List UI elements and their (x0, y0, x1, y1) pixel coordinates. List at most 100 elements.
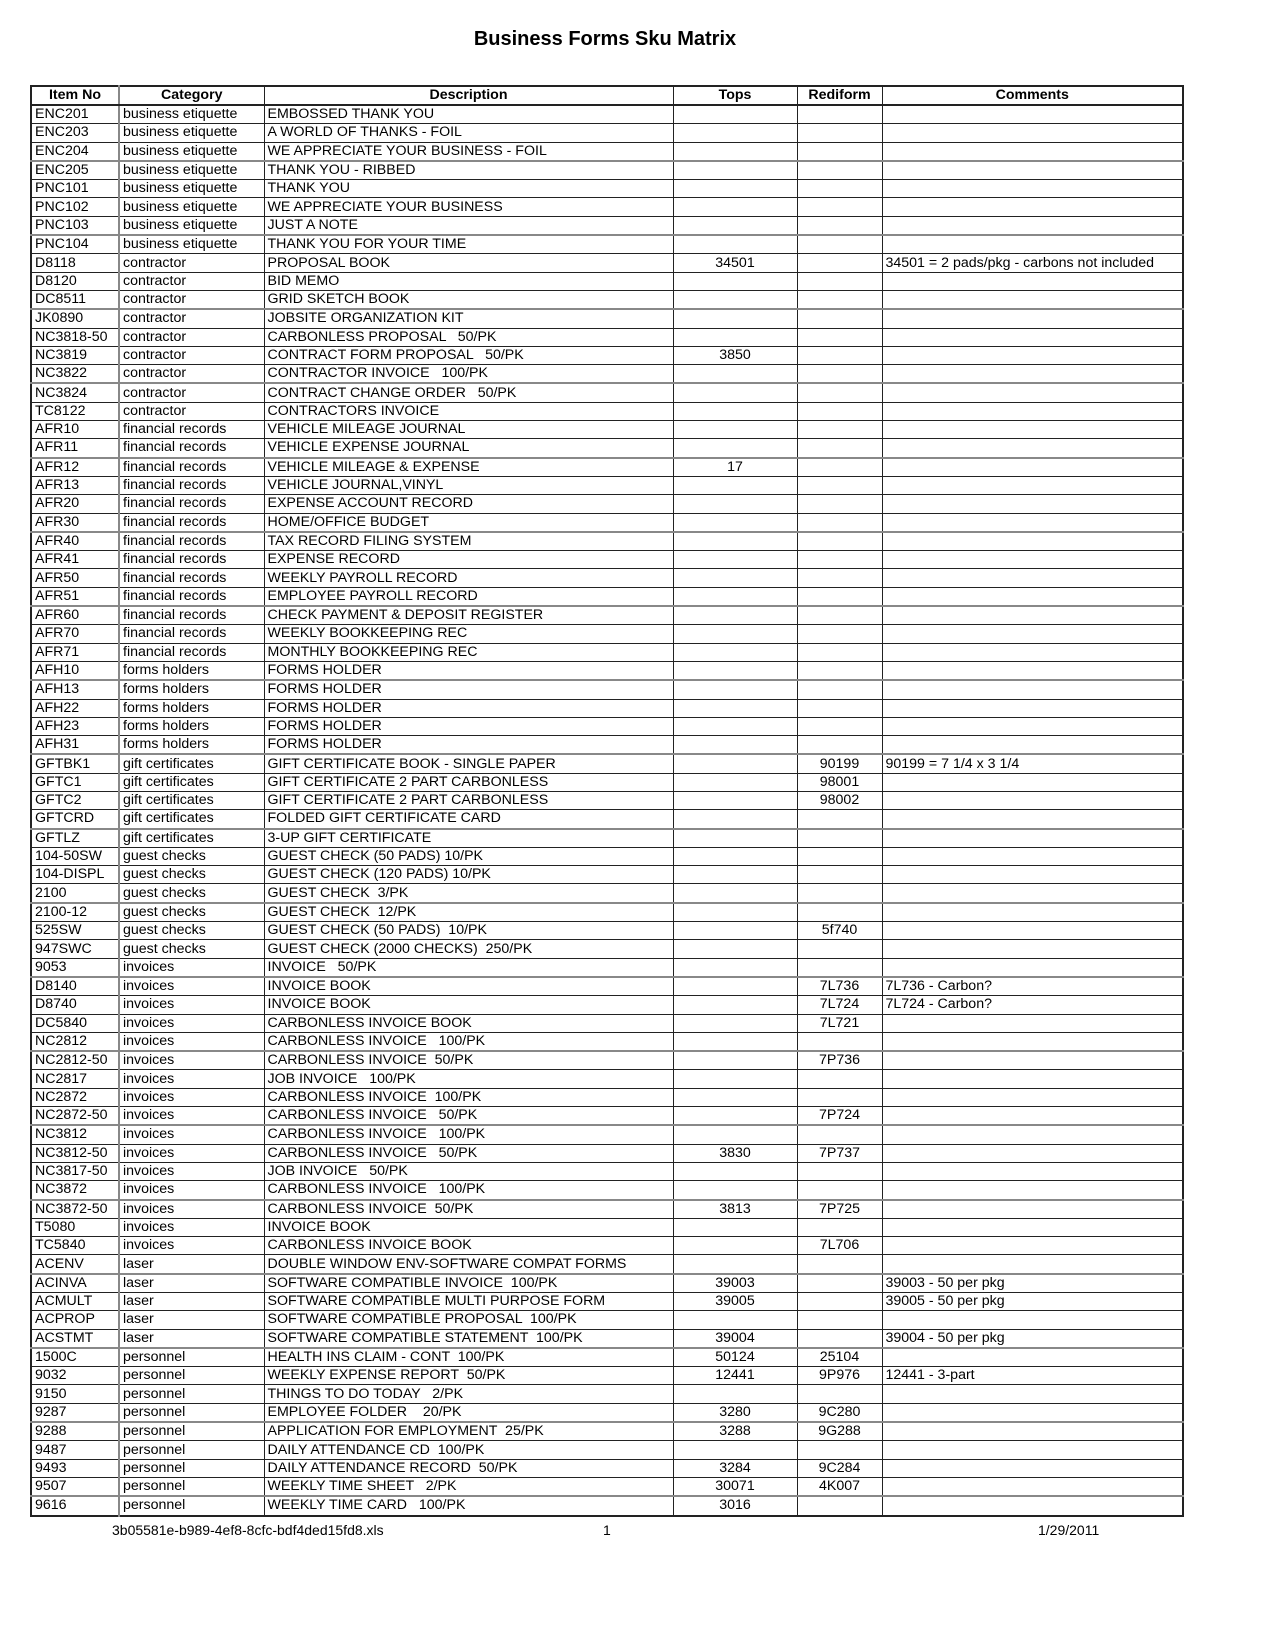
cell-comments: 7L724 - Carbon? (881, 995, 1184, 1015)
table-row: AFH13 forms holders FORMS HOLDER (30, 679, 1184, 700)
cell-description: VEHICLE MILEAGE & EXPENSE (263, 456, 674, 477)
cell-category: invoices (118, 1236, 265, 1256)
table-row: NC3817-50 invoices JOB INVOICE 50/PK (30, 1161, 1184, 1182)
cell-description: VEHICLE JOURNAL,VINYL (263, 475, 674, 496)
cell-rediform (796, 197, 883, 217)
cell-category: contractor (118, 253, 265, 273)
cell-description: GIFT CERTIFICATE BOOK - SINGLE PAPER (263, 753, 674, 774)
cell-category: contractor (118, 271, 265, 291)
cell-comments (881, 1069, 1184, 1089)
cell-rediform: 90199 (796, 753, 883, 774)
table-row: AFR20 financial records EXPENSE ACCOUNT RE… (30, 494, 1184, 514)
cell-item-no: AFR13 (30, 475, 120, 496)
cell-category: forms holders (118, 716, 265, 737)
cell-tops (672, 494, 798, 514)
cell-category: business etiquette (118, 159, 265, 181)
cell-comments (881, 698, 1184, 718)
cell-description: 3-UP GIFT CERTIFICATE (263, 827, 674, 848)
cell-item-no: NC3824 (30, 382, 120, 403)
cell-comments (881, 494, 1184, 514)
cell-category: invoices (118, 1031, 265, 1052)
cell-tops: 3830 (672, 1143, 798, 1163)
cell-rediform (796, 420, 883, 440)
cell-category: laser (118, 1310, 265, 1330)
cell-category: invoices (118, 1180, 265, 1201)
cell-rediform: 98001 (796, 772, 883, 792)
cell-category: business etiquette (118, 123, 265, 143)
cell-description: DAILY ATTENDANCE RECORD 50/PK (263, 1458, 674, 1478)
cell-comments (881, 327, 1184, 347)
cell-tops (672, 883, 798, 904)
cell-comments (881, 660, 1184, 681)
cell-tops (672, 772, 798, 792)
table-row: TC5840 invoices CARBONLESS INVOICE BOOK 7L7… (30, 1236, 1184, 1256)
header-tops: Tops (672, 85, 798, 106)
cell-description: CARBONLESS INVOICE 50/PK (263, 1050, 674, 1071)
table-row: NC3822 contractor CONTRACTOR INVOICE 100/P… (30, 364, 1184, 384)
table-row: DC5840 invoices CARBONLESS INVOICE BOOK 7L7… (30, 1013, 1184, 1033)
cell-rediform (796, 475, 883, 496)
cell-rediform (796, 159, 883, 181)
cell-description: GUEST CHECK (2000 CHECKS) 250/PK (263, 939, 674, 959)
cell-category: financial records (118, 550, 265, 570)
cell-item-no: 9493 (30, 1458, 120, 1478)
cell-item-no: 1500C (30, 1346, 120, 1368)
cell-comments: 39003 - 50 per pkg (881, 1272, 1184, 1293)
cell-tops (672, 401, 798, 422)
cell-description: VEHICLE MILEAGE JOURNAL (263, 420, 674, 440)
cell-item-no: NC3872 (30, 1180, 120, 1201)
cell-item-no: AFR41 (30, 550, 120, 570)
cell-tops (672, 1254, 798, 1275)
cell-rediform (796, 1087, 883, 1108)
table-row: AFH23 forms holders FORMS HOLDER (30, 716, 1184, 737)
cell-tops (672, 698, 798, 718)
cell-category: gift certificates (118, 753, 265, 774)
cell-rediform: 98002 (796, 790, 883, 811)
table-row: PNC103 business etiquette JUST A NOTE (30, 215, 1184, 236)
table-row: D8140 invoices INVOICE BOOK 7L736 7L736 - Ca… (30, 975, 1184, 997)
cell-description: EMBOSSED THANK YOU (263, 104, 674, 125)
cell-category: financial records (118, 475, 265, 496)
cell-description: FORMS HOLDER (263, 698, 674, 718)
cell-tops: 39004 (672, 1328, 798, 1349)
cell-category: personnel (118, 1402, 265, 1423)
cell-tops (672, 308, 798, 329)
cell-category: invoices (118, 957, 265, 978)
cell-item-no: NC2872-50 (30, 1106, 120, 1126)
cell-category: guest checks (118, 901, 265, 923)
cell-tops (672, 1217, 798, 1238)
table-row: NC2817 invoices JOB INVOICE 100/PK (30, 1069, 1184, 1089)
cell-tops (672, 921, 798, 941)
cell-tops (672, 846, 798, 867)
cell-comments (881, 624, 1184, 644)
cell-item-no: 104-DISPL (30, 865, 120, 885)
cell-item-no: ENC204 (30, 141, 120, 162)
cell-tops (672, 364, 798, 384)
table-row: AFR12 financial records VEHICLE MILEAGE & … (30, 456, 1184, 477)
cell-comments (881, 141, 1184, 162)
cell-rediform (796, 679, 883, 700)
cell-description: CARBONLESS INVOICE 100/PK (263, 1087, 674, 1108)
cell-tops (672, 660, 798, 681)
cell-description: THANK YOU - RIBBED (263, 159, 674, 181)
cell-comments (881, 939, 1184, 959)
cell-comments (881, 605, 1184, 626)
table-row: DC8511 contractor GRID SKETCH BOOK (30, 289, 1184, 310)
cell-description: MONTHLY BOOKKEEPING REC (263, 642, 674, 662)
cell-rediform: 5f740 (796, 921, 883, 941)
cell-item-no: AFR20 (30, 494, 120, 514)
table-row: ACMULT laser SOFTWARE COMPATIBLE MULTI PUR… (30, 1291, 1184, 1312)
cell-tops (672, 790, 798, 811)
header-category: Category (118, 85, 265, 106)
cell-description: GIFT CERTIFICATE 2 PART CARBONLESS (263, 790, 674, 811)
cell-tops (672, 327, 798, 347)
table-row: AFR70 financial records WEEKLY BOOKKEEPING… (30, 624, 1184, 644)
cell-comments (881, 1384, 1184, 1404)
cell-tops (672, 586, 798, 607)
cell-item-no: ACENV (30, 1254, 120, 1275)
cell-description: GRID SKETCH BOOK (263, 289, 674, 310)
cell-rediform (796, 1217, 883, 1238)
cell-rediform (796, 1069, 883, 1089)
cell-tops (672, 289, 798, 310)
cell-description: WEEKLY TIME CARD 100/PK (263, 1495, 674, 1517)
